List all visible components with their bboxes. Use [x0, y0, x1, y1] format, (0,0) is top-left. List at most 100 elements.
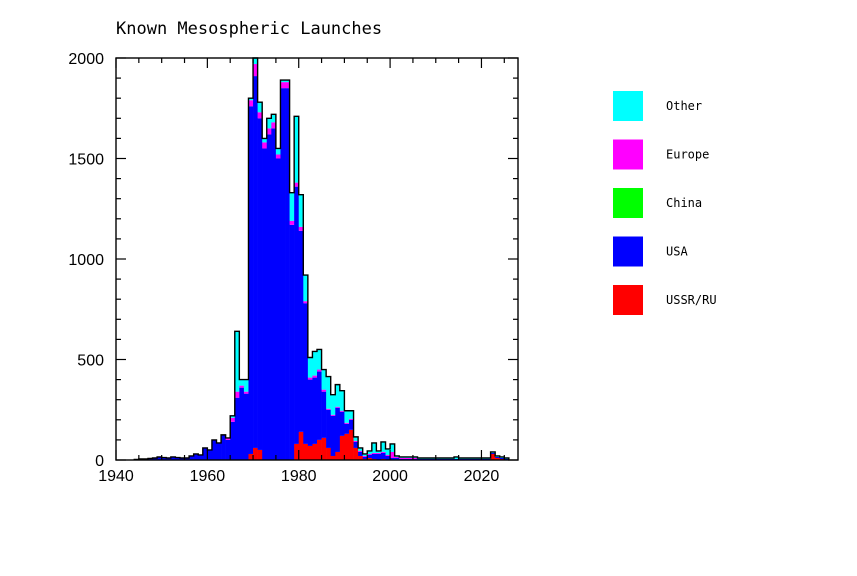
bar-usa-1956	[189, 455, 194, 460]
bar-ussr-ru-1995	[367, 457, 373, 460]
x-tick-label: 1980	[281, 468, 317, 485]
bar-usa-1971	[257, 118, 263, 450]
legend-label: USSR/RU	[666, 293, 717, 307]
bar-usa-1959	[202, 447, 208, 460]
bar-other-1970	[253, 58, 258, 65]
bar-europe-1990	[344, 422, 350, 424]
bar-usa-1990	[344, 423, 350, 434]
bar-usa-2001	[394, 457, 400, 460]
bar-other-1987	[330, 394, 336, 415]
bar-europe-1986	[326, 408, 332, 410]
bar-usa-1960	[207, 449, 213, 460]
bar-ussr-ru-2022	[490, 453, 496, 460]
bar-usa-1979	[294, 186, 300, 444]
bar-usa-1969	[248, 106, 254, 454]
bar-other-1985	[321, 369, 327, 390]
bar-europe-1984	[317, 369, 322, 372]
legend-label: China	[666, 196, 702, 210]
bar-usa-1976	[280, 88, 286, 461]
bar-europe-1991	[348, 418, 354, 420]
bar-usa-1984	[317, 371, 322, 440]
bar-europe-1996	[371, 452, 377, 454]
bar-other-1971	[257, 102, 263, 113]
bar-usa-1950	[161, 457, 167, 460]
bar-usa-2022	[490, 452, 496, 454]
bar-usa-1947	[147, 458, 153, 460]
bar-other-1998	[380, 441, 386, 452]
bar-usa-1978	[289, 224, 295, 460]
bar-usa-1955	[184, 457, 190, 460]
bar-usa-1989	[339, 411, 345, 436]
bar-europe-1968	[243, 391, 249, 394]
bar-other-1989	[339, 390, 345, 411]
bar-ussr-ru-1970	[253, 447, 258, 460]
bar-europe-1975	[275, 154, 281, 159]
legend-swatch-other	[613, 91, 643, 121]
bar-europe-1977	[285, 82, 290, 89]
bar-europe-1983	[312, 375, 318, 378]
bar-europe-1972	[262, 142, 268, 149]
bars-group	[134, 58, 510, 461]
bar-ussr-ru-1988	[335, 451, 341, 460]
bar-usa-1996	[371, 453, 377, 459]
bar-usa-1991	[348, 419, 354, 430]
bar-ussr-ru-1989	[339, 435, 345, 460]
axis-ticks	[115, 57, 518, 461]
bar-ussr-ru-1992	[353, 447, 359, 460]
bar-europe-1985	[321, 389, 327, 392]
bar-usa-1968	[243, 393, 249, 460]
bar-europe-2004	[408, 457, 414, 459]
bar-other-1999	[385, 448, 391, 455]
bar-other-1991	[348, 410, 354, 419]
bar-usa-1952	[170, 456, 176, 460]
bar-ussr-ru-1986	[326, 447, 332, 460]
bar-usa-1994	[362, 456, 368, 459]
bar-usa-1982	[307, 379, 313, 446]
bar-europe-2000	[390, 451, 395, 458]
bar-europe-1969	[248, 100, 254, 107]
bar-usa-1988	[335, 407, 341, 452]
bar-other-1994	[362, 453, 368, 456]
bar-ussr-ru-1980	[298, 431, 304, 460]
x-tick-label: 1960	[190, 468, 226, 485]
bar-other-1965	[230, 415, 236, 418]
bar-other-1992	[353, 436, 359, 441]
bar-ussr-ru-1990	[344, 433, 350, 460]
bar-ussr-ru-1984	[317, 439, 322, 460]
bar-usa-1980	[298, 230, 304, 432]
bar-europe-1967	[239, 385, 245, 388]
bar-europe-1981	[303, 301, 309, 304]
bar-europe-2003	[403, 457, 409, 459]
bar-usa-1953	[175, 457, 181, 460]
bar-usa-1977	[285, 88, 290, 461]
bar-other-1979	[294, 116, 300, 183]
bar-usa-1999	[385, 455, 391, 460]
bar-europe-1971	[257, 112, 263, 119]
legend-swatch-ussr-ru	[613, 285, 643, 315]
bar-usa-1970	[253, 76, 258, 448]
x-tick-label: 2000	[372, 468, 408, 485]
y-tick-label: 0	[95, 453, 104, 470]
legend-swatch-europe	[613, 139, 643, 170]
bar-ussr-ru-1987	[330, 455, 336, 460]
bar-europe-1979	[294, 182, 300, 187]
bar-europe-1992	[353, 440, 359, 442]
bar-other-1977	[285, 80, 290, 83]
bar-usa-1972	[262, 148, 268, 460]
bar-other-1983	[312, 351, 318, 376]
bar-usa-1961	[211, 439, 217, 460]
bar-usa-1954	[179, 457, 185, 460]
bar-usa-1997	[376, 453, 382, 460]
bar-other-1972	[262, 138, 268, 143]
bar-europe-1964	[225, 437, 231, 440]
legend: Other Europe China USA USSR/RU	[613, 91, 717, 315]
bar-usa-1993	[358, 451, 363, 456]
bar-europe-1987	[330, 414, 336, 416]
bar-europe-1989	[339, 410, 345, 412]
bar-usa-1966	[234, 397, 240, 460]
bar-other-1984	[317, 349, 322, 370]
bar-usa-1973	[266, 134, 272, 460]
bar-europe-1997	[376, 452, 382, 454]
bar-usa-1975	[275, 158, 281, 460]
legend-swatch-usa	[613, 236, 643, 267]
